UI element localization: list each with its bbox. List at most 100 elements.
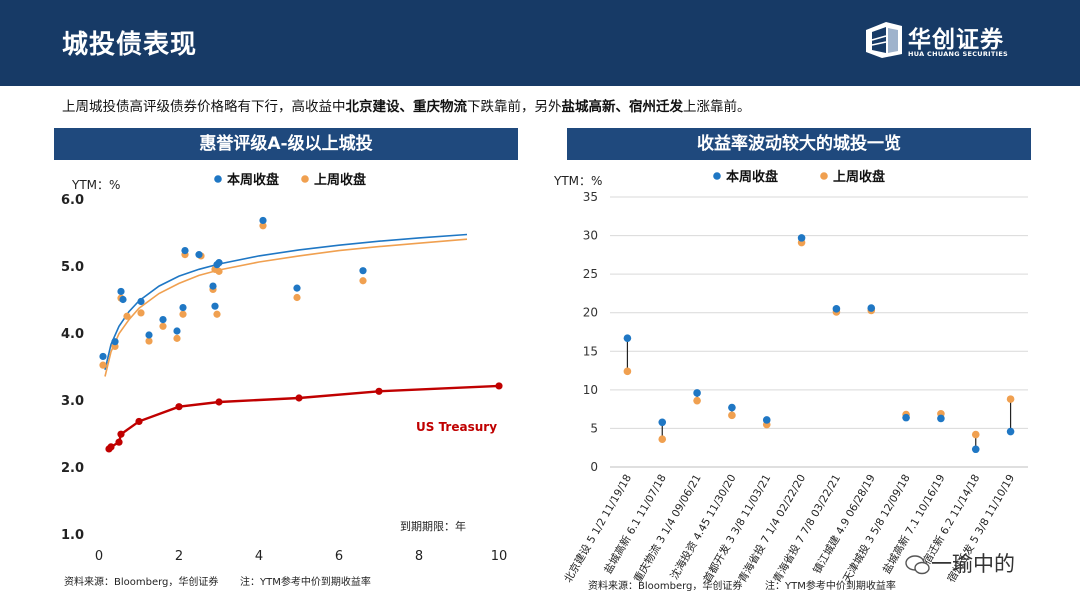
trendline-last-week [104,238,468,377]
y-tick-label: 4.0 [61,327,84,342]
last-week-point [99,361,107,369]
x-tick-label: 10 [491,549,508,564]
last-week-point [179,310,187,318]
y-tick-label: 35 [583,190,598,204]
this-week-point [181,246,189,255]
left-panel-heading: 惠誉评级A-级以上城投 [54,128,518,160]
y-tick-label: 20 [583,306,598,320]
y-tick-label: 10 [583,383,598,397]
this-week-point [209,282,217,290]
summary-part: 上周城投债高评级债券价格略有下行，高收益中 [62,99,346,115]
legend-label-this-week: 本周收盘 [227,172,279,188]
logo-english-text: HUA CHUANG SECURITIES [908,50,1009,58]
right-panel-heading: 收益率波动较大的城投一览 [567,128,1031,160]
legend-marker-last-week [301,175,309,183]
this-week-point [215,259,223,267]
left-source-note: 资料来源：Bloomberg，华创证券 [64,577,219,588]
category-label: 重庆物流 3 1/4 09/06/21 [631,472,704,585]
watermark-text: 一瑜中的 [905,548,1015,578]
y-tick-label: 5.0 [61,260,84,275]
legend-label-this-week: 本周收盘 [726,169,778,185]
last-week-point [728,411,736,420]
y-axis-label: YTM：% [553,174,602,188]
y-tick-label: 3.0 [61,394,84,409]
last-week-point [658,435,667,444]
this-week-point [111,338,119,346]
this-week-point [99,352,107,361]
this-week-point [259,216,267,225]
last-week-point [173,334,181,342]
us-treasury-point [115,438,123,446]
y-tick-label: 6.0 [61,193,84,208]
summary-text: 上周城投债高评级债券价格略有下行，高收益中北京建设、重庆物流下跌靠前，另外盐城高… [62,95,751,115]
this-week-point [211,302,219,310]
this-week-point [797,234,806,242]
last-week-point [693,396,701,405]
x-tick-label: 8 [415,549,423,564]
this-week-point [145,331,153,339]
us-treasury-point [175,403,183,411]
this-week-point [137,297,145,306]
logo-chinese-text: 华创证券 [908,27,1004,53]
x-tick-label: 0 [95,549,103,564]
category-label: 首都开发 3 3/8 11/03/21 [701,472,774,585]
this-week-point [623,334,632,342]
left-scatter-chart: 1.0 2.0 3.0 4.0 5.0 6.0 0 2 4 6 8 10 YTM：% 到期期限：年 本周收盘… [61,172,508,564]
this-week-point [1006,427,1015,436]
this-week-point [658,418,667,427]
last-week-point [293,293,301,302]
category-label: 盐城高新 6.1 11/07/18 [601,472,669,576]
right-source-note: 资料来源：Bloomberg，华创证券 [588,581,743,592]
x-tick-label: 4 [255,549,263,564]
last-week-point [971,430,980,439]
this-week-point [867,304,876,312]
category-label: 沈海投资 4.45 11/30/20 [668,472,739,582]
last-week-point [159,322,167,330]
category-label: 青海省投 7 7/8 03/22/21 [770,472,843,585]
last-week-point [359,277,367,285]
last-week-point [145,337,153,345]
company-logo: 华创证券 HUA CHUANG SECURITIES [864,20,1034,66]
last-week-point [1006,395,1015,403]
trendline-this-week [104,233,468,370]
wechat-icon [905,555,930,575]
legend-marker-this-week [713,172,721,180]
this-week-point [179,303,187,312]
category-label: 北京建设 5 1/2 11/19/18 [561,472,634,585]
summary-highlight: 盐城高新、宿州迁发 [561,99,684,115]
summary-highlight: 北京建设、重庆物流 [345,99,468,115]
last-week-point [215,267,223,275]
last-week-point [213,310,221,318]
us-treasury-line [108,384,500,450]
last-week-point [623,367,632,376]
y-tick-label: 25 [583,267,598,281]
this-week-point [762,416,771,424]
us-treasury-point [107,443,115,451]
us-treasury-point [215,398,223,406]
us-treasury-point [295,394,303,402]
this-week-point [293,284,301,292]
category-label: 镇江城建 4.9 06/28/19 [810,472,878,576]
last-week-point [123,312,131,320]
legend-label-last-week: 上周收盘 [833,169,885,185]
this-week-point [195,251,203,259]
y-tick-label: 2.0 [61,461,84,476]
us-treasury-point [117,430,125,438]
this-week-point [937,414,945,423]
summary-part: 上涨靠前。 [683,99,751,115]
page-title: 城投债表现 [62,30,198,60]
y-tick-label: 1.0 [61,528,84,543]
this-week-point [173,327,181,335]
right-ytm-note: 注：YTM参考中价到期收益率 [765,581,896,592]
legend-marker-last-week [820,172,828,180]
legend-marker-this-week [214,175,222,183]
last-week-point [259,222,267,230]
this-week-point [971,445,980,454]
legend-label-last-week: 上周收盘 [314,172,366,188]
watermark-label: 一瑜中的 [931,552,1015,576]
category-label: 青海省投 7 1/4 02/22/20 [736,472,809,585]
y-tick-label: 0 [590,460,598,474]
x-axis-label: 到期期限：年 [400,519,466,533]
this-week-point [119,295,127,304]
